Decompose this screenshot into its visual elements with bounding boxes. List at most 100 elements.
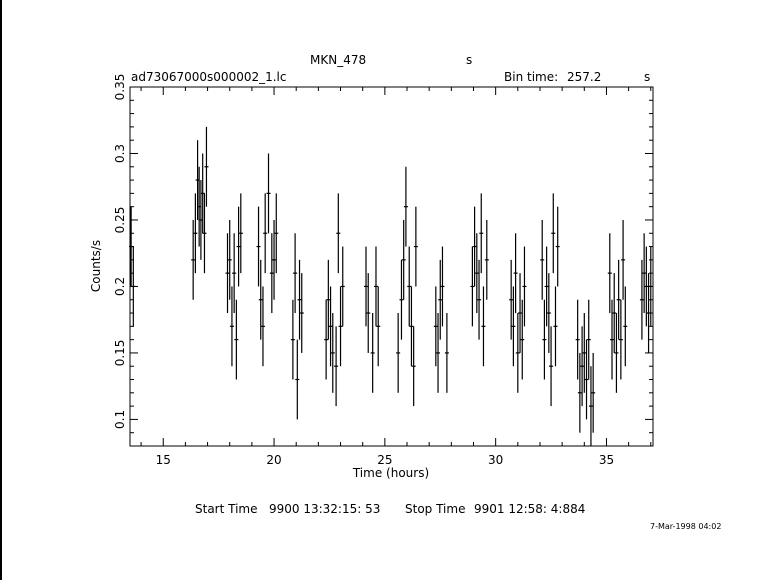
data-point (330, 313, 335, 393)
data-point (515, 313, 520, 393)
data-point (618, 299, 623, 380)
data-point (479, 193, 484, 274)
timestamp: 7-Mar-1998 04:02 (650, 522, 722, 531)
y-axis-label: Counts/s (89, 240, 103, 292)
data-point (607, 233, 612, 314)
plot-frame (129, 86, 654, 447)
data-point (474, 233, 479, 314)
data-point (334, 326, 339, 407)
data-point (513, 233, 518, 314)
data-point (193, 193, 198, 274)
data-point (553, 286, 558, 367)
data-point (324, 299, 329, 380)
data-point (396, 313, 401, 393)
data-point (584, 339, 589, 420)
data-point (544, 246, 549, 327)
data-point (511, 286, 516, 367)
bin-time-value: 257.2 (567, 70, 602, 84)
target-unit: s (466, 53, 473, 67)
data-point (542, 299, 547, 380)
data-point (440, 246, 445, 327)
y-tick-label: 0.1 (113, 410, 127, 429)
start-time-value: 9900 13:32:15: 53 (269, 502, 381, 516)
data-point (621, 219, 626, 300)
data-point (610, 299, 615, 380)
left-border-line (0, 0, 2, 580)
x-tick-label: 15 (156, 453, 171, 467)
data-point (229, 286, 234, 367)
y-tick-label: 0.25 (113, 207, 127, 234)
data-point (236, 206, 241, 287)
data-point (614, 313, 619, 393)
data-point (580, 326, 585, 407)
data-point (540, 219, 545, 300)
data-point (623, 286, 628, 367)
data-point (472, 206, 477, 287)
data-point (266, 153, 271, 234)
data-point (551, 193, 556, 274)
data-point (438, 259, 443, 340)
stop-time-label: Stop Time (405, 502, 466, 516)
x-tick-label: 35 (599, 453, 614, 467)
y-tick-label: 0.15 (113, 340, 127, 367)
data-point (129, 206, 134, 287)
data-point (520, 299, 525, 380)
data-point (260, 286, 265, 367)
data-point (328, 286, 333, 367)
data-point (340, 246, 345, 327)
data-point (227, 219, 232, 300)
data-point (225, 233, 230, 314)
bin-time-label: Bin time: (504, 70, 559, 84)
data-point (546, 273, 551, 353)
y-tick-label: 0.2 (113, 277, 127, 296)
data-point (202, 193, 207, 274)
x-tick-label: 20 (266, 453, 281, 467)
y-tick-label: 0.35 (113, 74, 127, 101)
data-point (470, 246, 475, 327)
data-point (436, 313, 441, 393)
data-point (274, 193, 279, 274)
data-point (401, 219, 406, 300)
data-point (481, 286, 486, 367)
data-point (586, 299, 591, 380)
y-tick-label: 0.3 (113, 144, 127, 163)
data-point (336, 193, 341, 274)
data-point (549, 326, 554, 407)
data-point (376, 286, 381, 367)
data-point (407, 246, 412, 327)
data-point (338, 286, 343, 367)
data-point (272, 219, 277, 300)
file-name: ad73067000s000002_1.lc (131, 70, 287, 84)
data-point (477, 259, 482, 340)
data-point (290, 299, 295, 380)
x-axis-label: Time (hours) (352, 466, 429, 480)
data-point (648, 246, 653, 327)
data-point (234, 299, 239, 380)
data-point (644, 246, 649, 327)
data-point (555, 206, 560, 287)
data-point (366, 273, 371, 353)
data-point (232, 233, 237, 314)
data-point (238, 193, 243, 274)
data-point (433, 286, 438, 367)
data-point (364, 246, 369, 327)
data-point (131, 246, 136, 327)
data-point (616, 259, 621, 340)
start-time-label: Start Time (195, 502, 258, 516)
data-point (484, 219, 489, 300)
data-point (269, 233, 274, 314)
data-point (582, 313, 587, 393)
data-point (612, 273, 617, 353)
bin-time-unit: s (644, 70, 651, 84)
data-point (204, 126, 209, 207)
data-point (409, 286, 414, 367)
data-point (577, 352, 582, 433)
x-tick-label: 25 (377, 453, 392, 467)
x-tick-label: 30 (488, 453, 503, 467)
data-point (646, 273, 651, 353)
data-point (326, 259, 331, 340)
data-point (522, 246, 527, 327)
data-point (258, 259, 263, 340)
data-point (293, 233, 298, 314)
